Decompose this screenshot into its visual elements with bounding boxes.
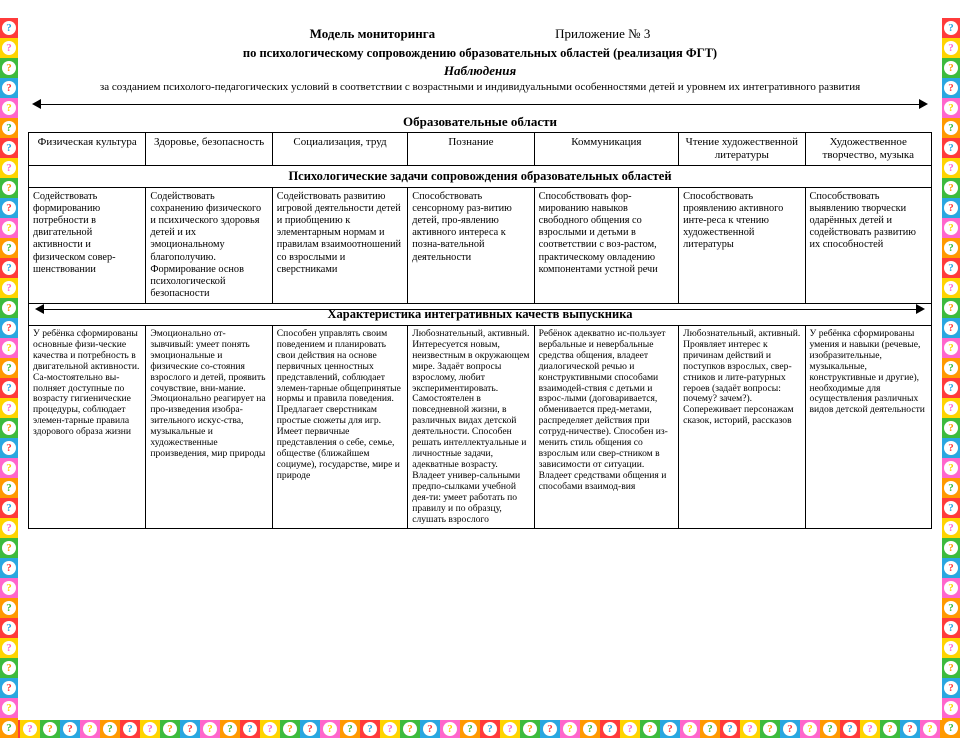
quality-cell: Способен управлять своим поведением и пл… bbox=[272, 325, 407, 529]
col-header: Коммуникация bbox=[534, 133, 678, 166]
monitoring-table: Физическая культура Здоровье, безопаснос… bbox=[28, 132, 932, 529]
subtitle: по психологическому сопровождению образо… bbox=[28, 46, 932, 61]
col-header: Социализация, труд bbox=[272, 133, 407, 166]
page-title: Модель мониторинга bbox=[310, 26, 435, 42]
quality-cell: Любознательный, активный. Интересуется н… bbox=[408, 325, 534, 529]
arrow-divider bbox=[33, 303, 927, 317]
quality-cell: У ребёнка сформированы основные физи-чес… bbox=[29, 325, 146, 529]
quality-cell: У ребёнка сформированы умения и навыки (… bbox=[805, 325, 932, 529]
task-cell: Содействовать развитию игровой деятельно… bbox=[272, 187, 407, 303]
task-cell: Способствовать сенсорному раз-витию дете… bbox=[408, 187, 534, 303]
task-cell: Способствовать проявлению активного инте… bbox=[679, 187, 805, 303]
section-tasks-title: Психологические задачи сопровождения обр… bbox=[29, 166, 932, 188]
col-header: Физическая культура bbox=[29, 133, 146, 166]
observation-heading: Наблюдения bbox=[28, 63, 932, 79]
quality-cell: Любознательный, активный. Проявляет инте… bbox=[679, 325, 805, 529]
observation-desc: за созданием психолого-педагогических ус… bbox=[28, 81, 932, 94]
table-row-tasks: Содействовать формированию потребности в… bbox=[29, 187, 932, 303]
quality-cell: Ребёнок адекватно ис-пользует вербальные… bbox=[534, 325, 678, 529]
col-header: Художественное творчество, музыка bbox=[805, 133, 932, 166]
col-header: Здоровье, безопасность bbox=[146, 133, 272, 166]
col-header: Чтение художественной литературы bbox=[679, 133, 805, 166]
task-cell: Способствовать фор-мированию навыков сво… bbox=[534, 187, 678, 303]
table-header-row: Физическая культура Здоровье, безопаснос… bbox=[29, 133, 932, 166]
task-cell: Способствовать выявлению творчески одарё… bbox=[805, 187, 932, 303]
appendix-label: Приложение № 3 bbox=[555, 26, 650, 42]
document-page: Модель мониторинга Приложение № 3 по пси… bbox=[18, 18, 942, 702]
quality-cell: Эмоционально от-зывчивый: умеет понять э… bbox=[146, 325, 272, 529]
table-row-qualities: У ребёнка сформированы основные физи-чес… bbox=[29, 325, 932, 529]
col-header: Познание bbox=[408, 133, 534, 166]
arrow-divider bbox=[30, 98, 930, 112]
section-areas-title: Образовательные области bbox=[28, 112, 932, 132]
task-cell: Содействовать формированию потребности в… bbox=[29, 187, 146, 303]
task-cell: Содействовать сохранению физического и п… bbox=[146, 187, 272, 303]
